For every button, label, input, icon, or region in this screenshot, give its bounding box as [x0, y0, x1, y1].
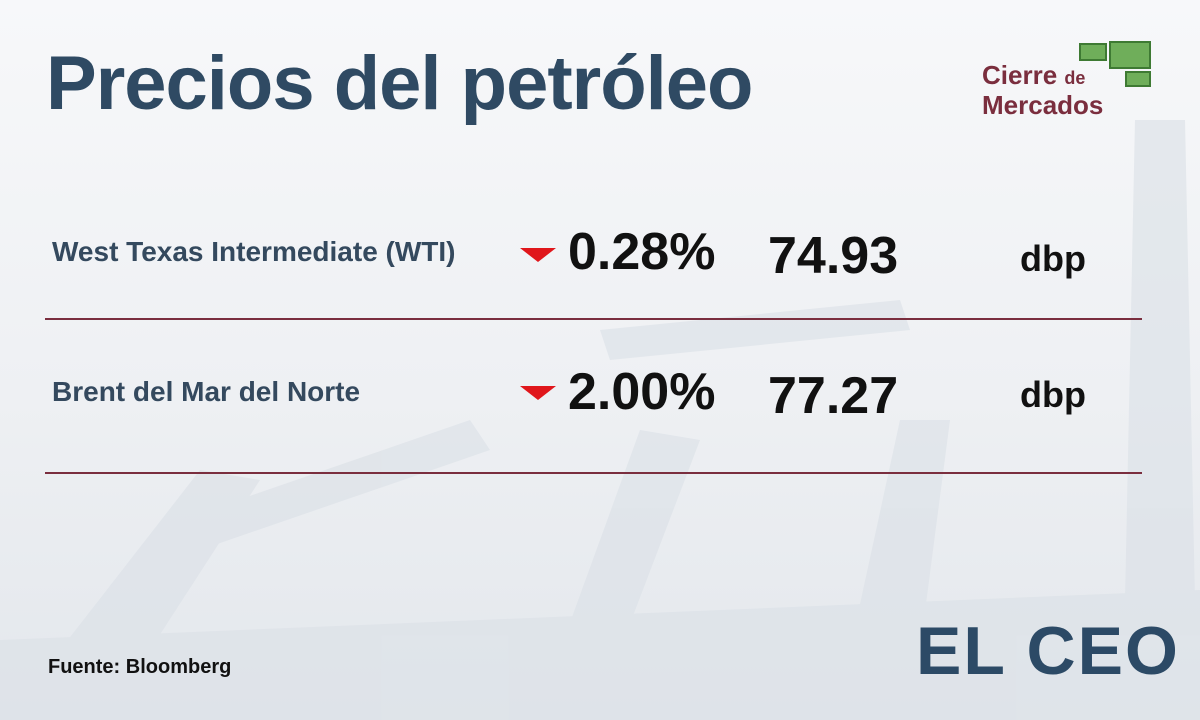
- row-rule: [45, 318, 1142, 320]
- brand-logo: EL CEO: [916, 613, 1180, 689]
- source: Fuente: Bloomberg: [48, 656, 232, 678]
- row-name: Brent del Mar del Norte: [52, 376, 361, 407]
- badge-small: de: [1064, 68, 1086, 88]
- badge-text: Cierre: [982, 60, 1058, 90]
- row-name: West Texas Intermediate (WTI): [52, 236, 456, 267]
- row-change: 0.28%: [568, 223, 716, 281]
- row-unit: dbp: [1020, 238, 1086, 279]
- money-icon: [1079, 41, 1151, 87]
- row-price: 74.93: [768, 227, 899, 285]
- badge-line: Cierre de: [982, 60, 1085, 91]
- down-arrow: [520, 386, 556, 400]
- badge-text: Mercados: [982, 90, 1104, 120]
- title: Precios del petróleo: [46, 41, 753, 126]
- row-price: 77.27: [768, 367, 899, 425]
- row-change: 2.00%: [568, 363, 716, 421]
- row-rule: [45, 472, 1142, 474]
- row-unit: dbp: [1020, 374, 1086, 415]
- down-arrow: [520, 248, 556, 262]
